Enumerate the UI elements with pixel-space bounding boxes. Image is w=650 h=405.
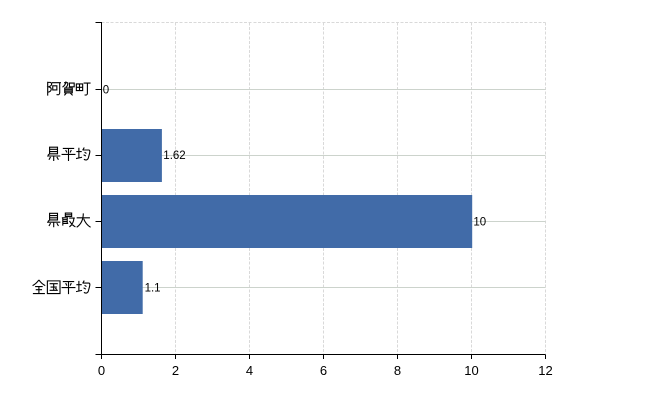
svg-text:1.1: 1.1: [145, 283, 161, 295]
svg-text:10: 10: [464, 363, 478, 378]
svg-text:6: 6: [320, 363, 327, 378]
svg-text:4: 4: [246, 363, 253, 378]
svg-text:10: 10: [473, 217, 486, 229]
svg-text:0: 0: [98, 363, 105, 378]
svg-text:2: 2: [172, 363, 179, 378]
svg-text:12: 12: [538, 363, 552, 378]
svg-text:0: 0: [103, 85, 109, 97]
svg-text:8: 8: [394, 363, 401, 378]
svg-text:1.62: 1.62: [163, 150, 185, 162]
